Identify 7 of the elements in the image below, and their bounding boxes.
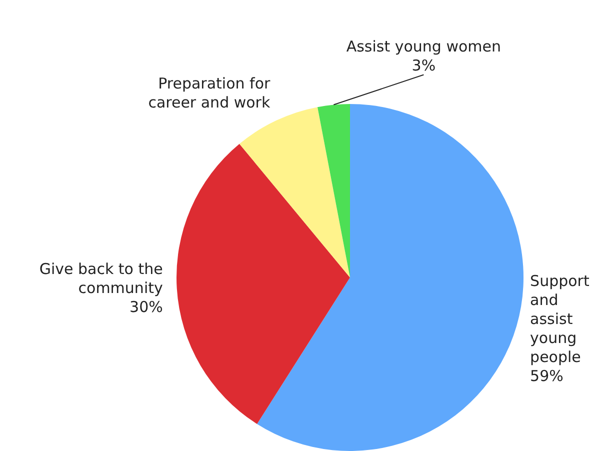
data-label: 59%	[530, 367, 564, 386]
slice-label: Assist young women	[346, 38, 502, 56]
slice-label: Give back to the community	[39, 260, 163, 298]
data-label: 30%	[130, 298, 163, 316]
slice-label: Preparation for career and work	[148, 74, 271, 112]
data-label: 3%	[412, 56, 436, 75]
slice-label: Support and assist young people	[530, 272, 590, 366]
